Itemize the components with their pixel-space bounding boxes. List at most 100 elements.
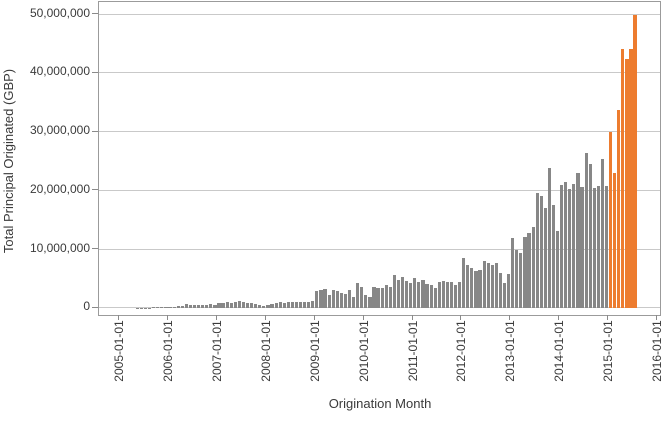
bar (568, 188, 572, 309)
bar (470, 268, 474, 309)
bar-highlighted (621, 49, 625, 309)
bar (335, 290, 339, 309)
bar (453, 284, 458, 309)
bar (188, 305, 193, 309)
bar (531, 226, 535, 309)
y-tick-label: 30,000,000 (29, 123, 90, 138)
x-tick-label: 2009-01-01 (307, 320, 322, 382)
bar (564, 182, 568, 309)
x-tick-label: 2007-01-01 (209, 320, 224, 382)
x-axis-tick (264, 315, 266, 320)
bar (197, 305, 201, 309)
bar-highlighted (629, 48, 633, 309)
bar (327, 294, 331, 309)
bar (360, 286, 364, 309)
bar (172, 306, 176, 309)
bar (245, 302, 250, 309)
bar (555, 231, 560, 309)
bar (319, 290, 323, 309)
x-axis-tick (313, 315, 315, 320)
bar (515, 249, 519, 309)
bar (315, 290, 319, 309)
bar (413, 278, 417, 309)
x-axis-tick (558, 315, 560, 320)
bar (364, 294, 368, 309)
bar (217, 303, 221, 309)
bar (286, 302, 290, 309)
bar (307, 301, 311, 309)
bar-highlighted (609, 132, 613, 309)
bar (143, 307, 148, 309)
y-tick-label: 50,000,000 (29, 5, 90, 20)
plot-panel (98, 1, 661, 316)
x-tick-label: 2013-01-01 (503, 320, 518, 382)
bar (425, 283, 429, 309)
bar (262, 305, 266, 309)
bar (580, 187, 584, 309)
bar (148, 307, 152, 309)
bar (588, 164, 592, 309)
y-axis-tick (92, 248, 98, 250)
bar (347, 290, 352, 309)
bar (156, 307, 160, 309)
bar (527, 233, 531, 309)
bar-highlighted (617, 110, 621, 309)
bar (201, 304, 205, 309)
bar (343, 294, 348, 309)
bar (388, 286, 392, 309)
bar (392, 274, 396, 309)
bar (433, 287, 437, 309)
bar (384, 284, 388, 309)
bar (356, 283, 360, 309)
bar (250, 303, 254, 309)
bar (258, 305, 262, 309)
y-axis-tick (92, 71, 98, 73)
bar (229, 302, 233, 309)
bar (543, 207, 547, 309)
x-axis-tick (117, 315, 119, 320)
bar (209, 304, 213, 309)
bar (176, 306, 180, 309)
bar (396, 280, 401, 309)
bar (290, 302, 294, 309)
bar (600, 159, 605, 309)
bar (417, 281, 421, 309)
bar (331, 290, 335, 309)
bar (429, 284, 433, 309)
x-tick-label: 2011-01-01 (405, 320, 420, 382)
x-axis-tick (215, 315, 217, 320)
bar (184, 303, 188, 309)
bar (539, 196, 543, 309)
y-tick-label: 40,000,000 (29, 64, 90, 79)
bar (405, 281, 409, 309)
x-axis-tick (411, 315, 413, 320)
bar (486, 263, 490, 309)
bar (462, 258, 466, 309)
bar (213, 305, 217, 309)
x-axis-tick (166, 315, 168, 320)
bar (511, 238, 515, 309)
bar (323, 288, 327, 309)
bar (474, 271, 478, 309)
bar (298, 302, 303, 309)
bar-highlighted (633, 14, 637, 309)
bar (441, 280, 445, 309)
bar (221, 303, 225, 309)
bar (400, 276, 405, 309)
bar (303, 301, 307, 309)
y-tick-label: 0 (83, 299, 90, 314)
bar (409, 283, 413, 309)
x-axis-title: Origination Month (328, 396, 432, 411)
gridline (99, 131, 660, 133)
bar-highlighted (625, 58, 629, 309)
bar (560, 185, 564, 309)
bar (502, 283, 507, 309)
y-axis-tick (92, 130, 98, 132)
x-axis-tick (656, 315, 658, 320)
bar (592, 187, 596, 309)
bar (482, 261, 486, 309)
x-axis-tick (362, 315, 364, 320)
bar (494, 263, 498, 309)
y-tick-label: 10,000,000 (29, 240, 90, 255)
